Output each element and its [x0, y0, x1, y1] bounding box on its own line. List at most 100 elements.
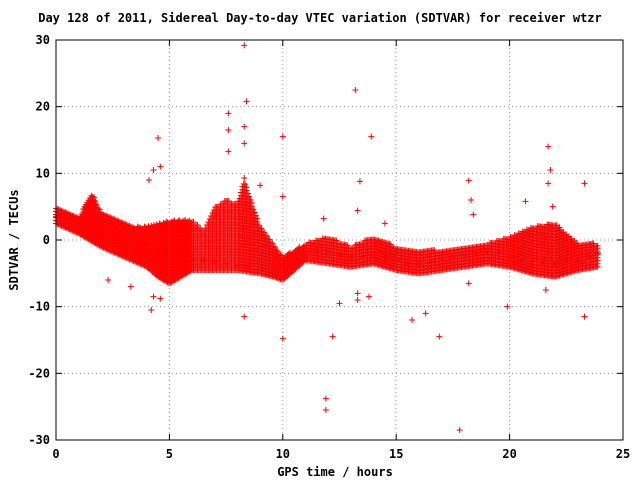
outlier-point — [542, 287, 549, 293]
band-point — [110, 215, 117, 222]
band-point — [243, 184, 250, 191]
outlier-point — [148, 307, 155, 313]
band-point — [96, 206, 103, 213]
band-point — [114, 217, 121, 224]
outlier-point — [547, 167, 554, 173]
outlier-point — [468, 197, 475, 203]
y-tick-label: 0 — [43, 233, 50, 247]
outlier-point — [257, 182, 264, 189]
outlier-point — [545, 180, 552, 187]
outlier-point — [243, 98, 250, 105]
band-point — [95, 205, 102, 212]
x-tick-label: 25 — [616, 447, 630, 461]
outlier-point — [225, 148, 232, 155]
band-point — [69, 212, 76, 219]
outlier-point — [549, 203, 556, 210]
band-point — [70, 213, 77, 220]
outlier-point — [157, 163, 164, 170]
y-tick-label: 20 — [36, 100, 50, 114]
outlier-point — [354, 297, 361, 303]
band-point — [55, 206, 62, 213]
band-point — [112, 217, 119, 224]
outlier-point — [322, 407, 329, 413]
band-point — [122, 221, 129, 228]
band-point — [123, 221, 130, 228]
y-tick-label: -30 — [28, 433, 50, 447]
band-point — [225, 198, 232, 204]
outlier-point — [145, 177, 152, 183]
band-point — [101, 212, 108, 219]
outlier-point — [241, 42, 248, 49]
data-points — [53, 42, 602, 433]
band-point — [67, 211, 74, 218]
y-tick-label: -10 — [28, 300, 50, 314]
outlier-point — [241, 123, 248, 130]
outlier-point — [225, 110, 232, 117]
band-point — [194, 222, 201, 228]
y-tick-label: 30 — [36, 33, 50, 47]
outlier-point — [225, 127, 232, 133]
outlier-point — [581, 313, 588, 320]
outlier-point — [470, 211, 477, 218]
x-tick-label: 10 — [276, 447, 290, 461]
band-point — [242, 181, 249, 188]
band-point — [63, 210, 70, 217]
outlier-point — [365, 293, 372, 300]
band-point — [119, 220, 126, 227]
band-point — [121, 220, 128, 227]
chart-title: Day 128 of 2011, Sidereal Day-to-day VTE… — [38, 11, 602, 25]
band-point — [106, 214, 113, 221]
x-axis-label: GPS time / hours — [277, 465, 393, 479]
band-point — [66, 211, 73, 218]
outlier-point — [105, 277, 112, 283]
outlier-point — [279, 133, 286, 140]
band-point — [197, 225, 204, 231]
outlier-point — [354, 290, 361, 297]
band-point — [190, 219, 197, 225]
outlier-point — [155, 135, 162, 141]
y-tick-label: 10 — [36, 166, 50, 180]
band-point — [61, 208, 68, 215]
outlier-point — [409, 317, 416, 323]
band-point — [93, 202, 100, 208]
band-point — [108, 215, 115, 222]
band-point — [62, 209, 69, 216]
outlier-point — [329, 333, 336, 340]
band-point — [97, 210, 104, 217]
band-point — [57, 207, 64, 214]
band-point — [72, 213, 79, 220]
band-point — [136, 224, 143, 231]
x-tick-label: 15 — [389, 447, 403, 461]
band-point — [104, 213, 111, 220]
band-point — [137, 224, 144, 231]
outlier-point — [465, 177, 472, 184]
band-point — [129, 224, 136, 231]
band-point — [99, 211, 106, 218]
outlier-point — [241, 175, 248, 181]
band-point — [54, 205, 61, 212]
outlier-point — [581, 180, 588, 187]
outlier-point — [545, 143, 552, 150]
band-point — [111, 216, 118, 223]
outlier-point — [368, 133, 375, 140]
band-point — [130, 224, 137, 231]
outlier-point — [241, 140, 248, 147]
band-point — [92, 198, 99, 205]
outlier-point — [322, 395, 329, 402]
outlier-point — [354, 207, 361, 214]
band-point — [134, 223, 141, 230]
outlier-point — [356, 178, 363, 185]
x-tick-label: 5 — [166, 447, 173, 461]
band-point — [244, 190, 251, 197]
band-point — [73, 214, 80, 221]
band-point — [127, 223, 134, 230]
outlier-point — [241, 313, 248, 320]
band-point — [103, 212, 110, 219]
band-point — [115, 218, 122, 225]
outlier-point — [422, 310, 429, 317]
y-tick-label: -20 — [28, 366, 50, 380]
outlier-point — [150, 167, 157, 173]
outlier-point — [381, 220, 388, 227]
outlier-point — [157, 295, 164, 302]
